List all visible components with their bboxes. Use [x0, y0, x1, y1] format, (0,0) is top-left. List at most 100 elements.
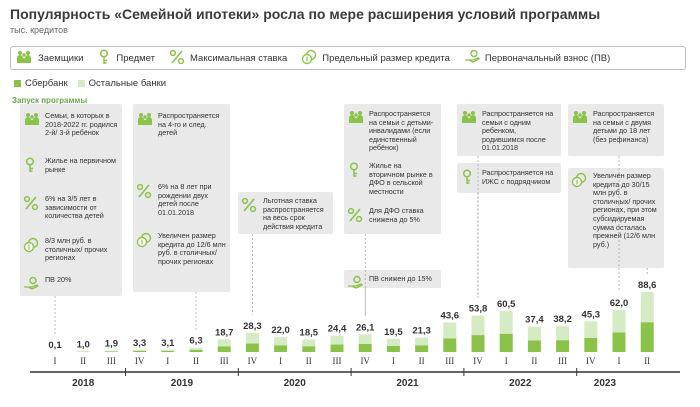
icon-legend-label: Заемщики	[38, 52, 84, 64]
condition-text: Увеличен размер кредита до 12/6 млн руб.…	[158, 231, 226, 266]
condition-card: Распространяется на 4-го и след. детей 6%…	[133, 104, 230, 292]
icon-legend-label: Предмет	[116, 52, 156, 64]
condition-card: Семьи, в которых в 2018-2022 гг. родился…	[20, 104, 122, 296]
bar-value-label: 1,9	[105, 339, 118, 350]
bar-others	[556, 326, 570, 341]
quarter-tick-label: II	[306, 356, 312, 366]
bar-sber	[640, 322, 654, 352]
condition-text: Распространяется на ИЖС с подрядчиком	[482, 168, 554, 186]
bar-value-label: 62,0	[610, 298, 629, 309]
quarter-tick-label: III	[445, 356, 454, 366]
bar-value-label: 3,1	[161, 338, 175, 349]
quarter-tick-label: I	[392, 356, 395, 366]
hand-coin-icon	[464, 49, 485, 68]
key-icon	[460, 169, 482, 188]
quarter-tick-label: I	[279, 356, 282, 366]
quarter-tick-label: IV	[360, 356, 370, 366]
bar-others	[274, 337, 288, 346]
bar-others	[443, 322, 457, 339]
bar-sber	[330, 344, 344, 352]
icon-legend-label: Предельный размер кредита	[322, 52, 450, 64]
quarter-tick-label: IV	[248, 356, 258, 366]
coins-icon	[301, 49, 322, 68]
bar-value-label: 18,5	[300, 327, 319, 338]
condition-text: ПВ 20%	[45, 275, 72, 284]
others-swatch	[77, 80, 85, 87]
percent-icon	[169, 49, 190, 68]
bar-others	[471, 315, 485, 336]
bar-value-label: 18,7	[215, 327, 234, 338]
year-label: 2018	[72, 378, 95, 389]
bar-value-label: 43,6	[441, 310, 460, 321]
condition-row: Распространяется на семьи с двумя детьми…	[571, 109, 661, 144]
bar-value-label: 19,5	[384, 327, 403, 338]
year-label: 2019	[171, 378, 194, 389]
bar-sber	[133, 350, 147, 352]
bar-value-label: 60,5	[497, 299, 516, 310]
bar-others	[612, 310, 626, 333]
year-label: 2021	[396, 378, 419, 389]
legend-others-label: Остальные банки	[88, 78, 167, 89]
bar-value-label: 21,3	[412, 326, 431, 337]
condition-text: ПВ снижен до 15%	[369, 274, 432, 283]
bar-sber	[443, 338, 457, 352]
bar-sber	[274, 345, 288, 352]
key-icon	[23, 157, 45, 176]
quarter-tick-label: II	[193, 356, 199, 366]
coins-icon	[23, 237, 45, 263]
icon-legend: Заемщики Предмет Максимальная ставка Предел…	[10, 46, 686, 70]
condition-row: Для ДФО ставка снижена до 5%	[347, 206, 438, 226]
quarter-tick-label: III	[220, 356, 229, 366]
bar-others	[302, 339, 316, 347]
bar-sber	[471, 335, 485, 352]
bar-others	[358, 334, 372, 344]
bar-sber	[358, 343, 372, 352]
condition-text: Льготная ставка распространяется на весь…	[263, 196, 324, 231]
legend-sber: Сбербанк	[14, 78, 68, 89]
icon-legend-item-percent: Максимальная ставка	[169, 49, 287, 68]
quarter-tick-label: III	[107, 356, 116, 366]
bar-others	[584, 321, 598, 338]
bar-sber	[386, 345, 400, 352]
hand-coin-icon	[347, 275, 369, 294]
condition-row: 6% на 3/5 лет в зависимости от количеств…	[23, 194, 119, 221]
condition-text: Семьи, в которых в 2018-2022 гг. родился…	[45, 111, 118, 138]
icon-legend-item-coins: Предельный размер кредита	[301, 49, 450, 68]
condition-text: Распространяется на 4-го и след. детей	[158, 111, 220, 138]
people-icon	[347, 110, 369, 153]
key-icon	[347, 162, 369, 196]
bar-others	[640, 292, 654, 323]
bar-sber	[302, 346, 316, 352]
quarter-tick-label: IV	[135, 356, 145, 366]
quarter-tick-label: II	[419, 356, 425, 366]
icon-legend-item-people: Заемщики	[15, 50, 83, 67]
chart-title: Популярность «Семейной ипотеки» росла по…	[10, 6, 601, 22]
bar-others	[499, 311, 513, 334]
people-icon	[15, 50, 38, 67]
icon-legend-item-key: Предмет	[97, 48, 156, 68]
condition-card: Распространяется на семьи с детьми-инвал…	[344, 104, 441, 234]
bar-value-label: 26,1	[356, 322, 375, 333]
bar-sber	[104, 351, 118, 352]
bar-sber	[556, 340, 570, 352]
condition-row: Распространяется на 4-го и след. детей	[136, 111, 227, 138]
bar-value-label: 28,3	[243, 321, 262, 332]
condition-row: ПВ 20%	[23, 275, 119, 295]
condition-row: ПВ снижен до 15%	[347, 274, 438, 294]
quarter-tick-label: IV	[473, 356, 483, 366]
bar-sber	[499, 333, 513, 352]
bar-sber	[161, 350, 175, 352]
people-icon	[23, 112, 45, 138]
bar-value-label: 24,4	[328, 323, 347, 334]
bar-others	[245, 332, 259, 344]
condition-row: Распространяется на семьи с детьми-инвал…	[347, 109, 438, 153]
condition-card: Увеличен размер кредита до 30/15 млн руб…	[568, 168, 664, 268]
bar-others	[161, 349, 175, 351]
bar-others	[386, 338, 400, 346]
bar-value-label: 6,3	[189, 336, 202, 347]
hand-coin-icon	[23, 276, 45, 295]
condition-text: Распространяется на семьи с детьми-инвал…	[369, 109, 434, 153]
quarter-tick-label: II	[80, 356, 86, 366]
condition-text: 6% на 8 лет при рождении двух детей посл…	[158, 182, 212, 217]
